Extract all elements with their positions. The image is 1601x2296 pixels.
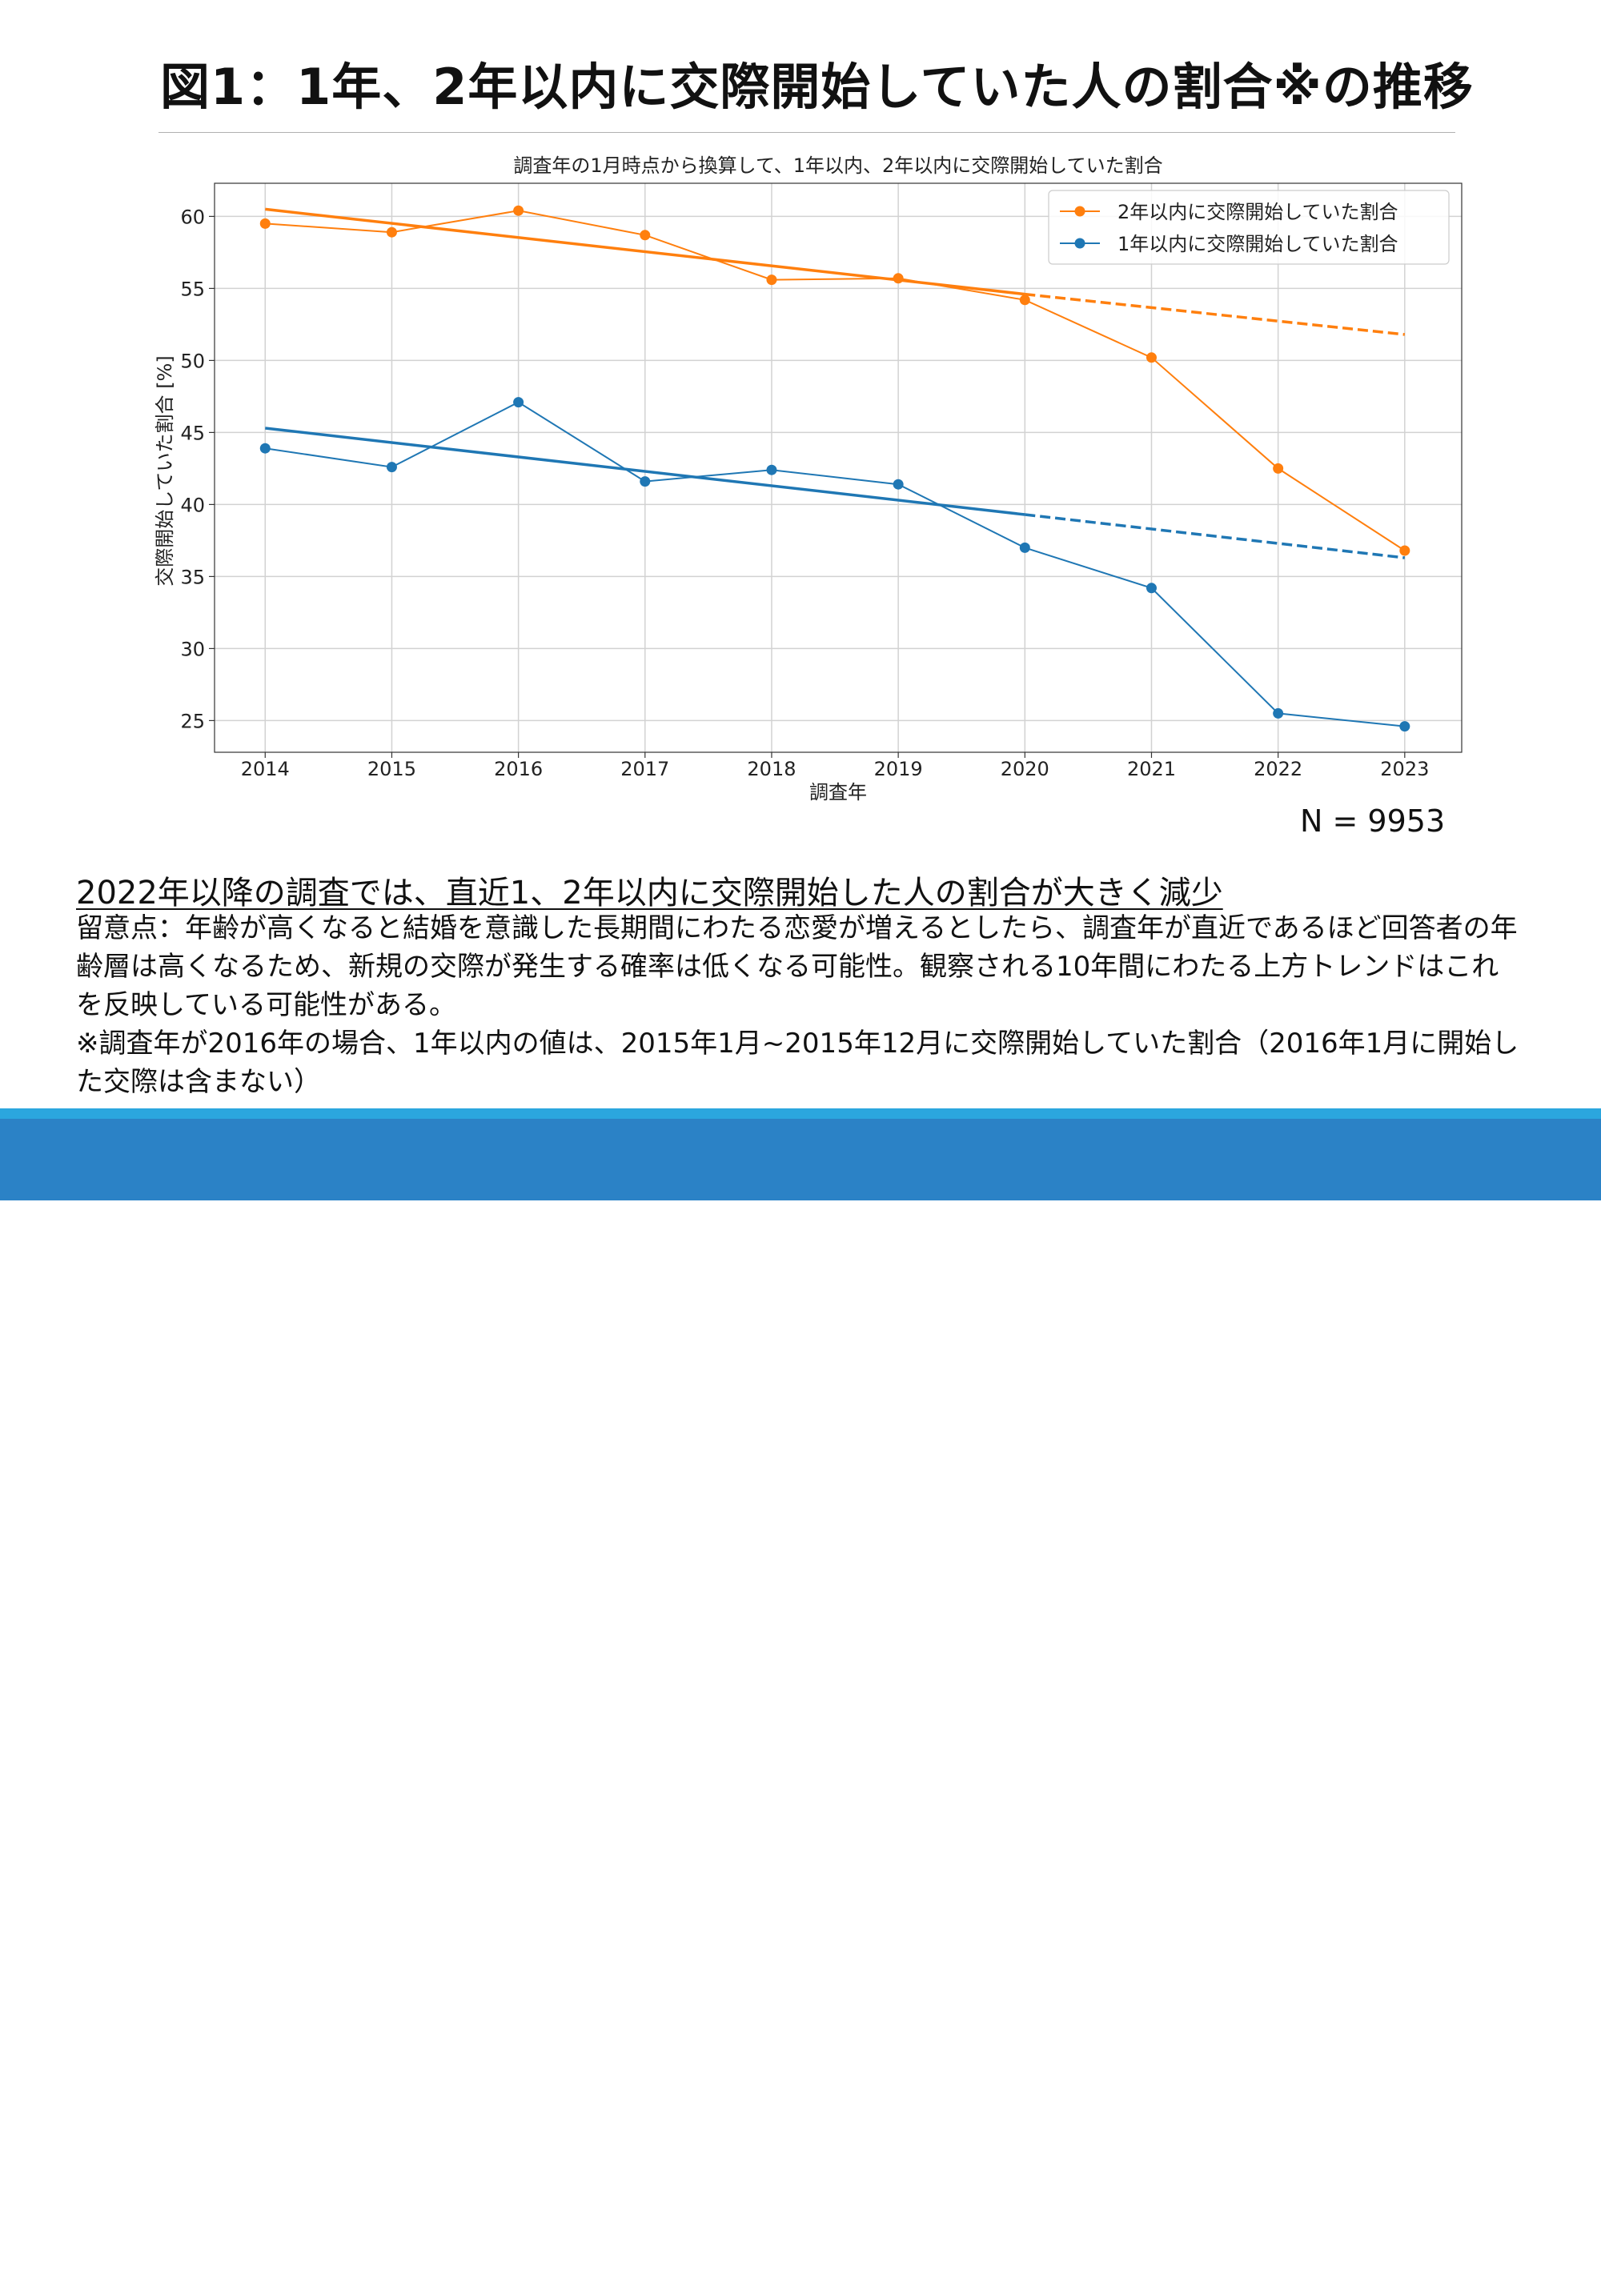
- data-point: [1399, 545, 1410, 556]
- note-definition: ※調査年が2016年の場合、1年以内の値は、2015年1月~2015年12月に交…: [76, 1028, 1519, 1098]
- trend-line-dashed: [1025, 513, 1406, 559]
- chart-title: 調査年の1月時点から換算して、1年以内、2年以内に交際開始していた割合: [513, 154, 1162, 177]
- data-point: [259, 218, 271, 229]
- title-divider: [158, 132, 1455, 133]
- footer-bar: 13: [0, 1119, 1601, 2296]
- y-tick-label: 45: [180, 422, 205, 444]
- y-axis-label: 交際開始していた割合 [%]: [154, 355, 176, 586]
- footer-accent-stripe: [0, 1108, 1601, 1119]
- data-point: [893, 479, 904, 490]
- data-point: [640, 230, 651, 241]
- x-tick-label: 2015: [367, 758, 416, 780]
- y-tick-label: 25: [180, 710, 205, 732]
- data-point: [1399, 721, 1410, 732]
- legend-label: 2年以内に交際開始していた割合: [1117, 201, 1398, 223]
- plot-frame: [214, 182, 1463, 753]
- y-tick-label: 60: [180, 206, 205, 228]
- x-axis-label: 調査年: [809, 781, 867, 803]
- data-point: [513, 205, 524, 216]
- x-tick-label: 2018: [747, 758, 796, 780]
- series-line: [265, 210, 1406, 551]
- data-point: [893, 273, 904, 284]
- data-point: [1273, 707, 1284, 719]
- sample-size-label: N = 9953: [1300, 803, 1446, 839]
- page-number: 13: [1414, 2263, 1455, 2296]
- x-tick-label: 2019: [874, 758, 923, 780]
- slide-title: 図1：1年、2年以内に交際開始していた人の割合※の推移: [160, 58, 1474, 116]
- trend-line-solid: [265, 427, 1025, 516]
- legend-marker: [1074, 206, 1085, 217]
- legend-label: 1年以内に交際開始していた割合: [1117, 233, 1398, 255]
- x-tick-label: 2017: [620, 758, 669, 780]
- data-point: [1273, 463, 1284, 474]
- data-point: [1019, 542, 1030, 553]
- legend-marker: [1074, 238, 1085, 249]
- note-caution: 留意点：年齢が高くなると結婚を意識した長期間にわたる恋愛が増えるとしたら、調査年…: [76, 912, 1518, 1021]
- data-point: [640, 476, 651, 487]
- x-tick-label: 2023: [1380, 758, 1429, 780]
- x-tick-label: 2020: [1001, 758, 1049, 780]
- series-line: [265, 401, 1405, 727]
- y-tick-label: 30: [180, 638, 205, 660]
- x-tick-label: 2016: [494, 758, 543, 780]
- data-point: [766, 464, 777, 475]
- data-point: [259, 443, 271, 454]
- y-tick-label: 35: [180, 566, 205, 588]
- trend-line-dashed: [1025, 292, 1406, 336]
- data-point: [386, 226, 397, 238]
- data-point: [1146, 583, 1157, 594]
- data-point: [513, 397, 524, 408]
- summary-heading: 2022年以降の調査では、直近1、2年以内に交際開始した人の割合が大きく減少: [76, 875, 1223, 912]
- data-point: [386, 462, 397, 473]
- y-tick-label: 55: [180, 278, 205, 300]
- x-tick-label: 2014: [241, 758, 290, 780]
- data-point: [1019, 295, 1030, 306]
- x-tick-label: 2021: [1127, 758, 1176, 780]
- data-point: [766, 274, 777, 286]
- y-tick-label: 40: [180, 494, 205, 516]
- notes-block: 留意点：年齢が高くなると結婚を意識した長期間にわたる恋愛が増えるとしたら、調査年…: [76, 909, 1521, 1101]
- x-tick-label: 2022: [1254, 758, 1302, 780]
- y-tick-label: 50: [180, 350, 205, 372]
- line-chart: 2014 2015 2016 2017 2018 2019 2020 2021 2022 2023…: [154, 154, 1463, 803]
- legend-box: [1048, 190, 1450, 265]
- data-point: [1146, 352, 1157, 363]
